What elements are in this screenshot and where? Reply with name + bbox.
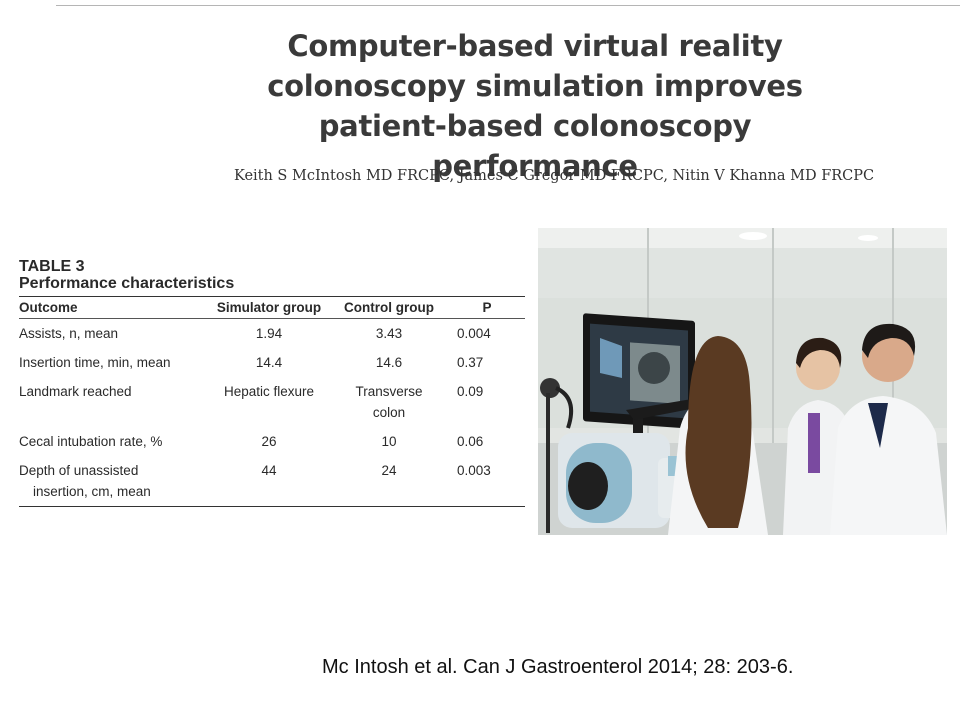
cell-line: 14.4 [255, 355, 283, 370]
cell-line: 24 [381, 463, 397, 478]
cell-outcome: Assists, n, mean [19, 319, 209, 349]
cell-control: 14.6 [329, 348, 449, 377]
title-line: patient-based colonoscopy performance [318, 109, 752, 183]
cell-outcome: Insertion time, min, mean [19, 348, 209, 377]
cell-line: insertion, cm, mean [33, 484, 151, 499]
cell-line: 14.6 [375, 355, 403, 370]
title-line: Computer-based virtual reality [287, 29, 783, 63]
cell-outcome: Depth of unassisted insertion, cm, mean [19, 456, 209, 507]
header-outcome: Outcome [19, 296, 209, 319]
cell-line: 3.43 [375, 326, 403, 341]
top-rule [56, 5, 960, 6]
photo-illustration [538, 228, 947, 535]
results-table-block: TABLE 3 Performance characteristics Outc… [19, 258, 525, 507]
header-control: Control group [329, 296, 449, 319]
cell-line: Transverse [355, 384, 423, 399]
cell-p-value: 0.06 [457, 434, 484, 449]
table-row: Cecal intubation rate, % 26 10 0.06 [19, 427, 525, 456]
cell-line: 44 [261, 463, 277, 478]
cell-line: 10 [381, 434, 397, 449]
cell-line: Cecal intubation rate, % [19, 434, 163, 449]
cell-simulator: 26 [209, 427, 329, 456]
cell-simulator: 1.94 [209, 319, 329, 349]
citation: Mc Intosh et al. Can J Gastroenterol 201… [322, 656, 794, 678]
cell-control: 3.43 [329, 319, 449, 349]
paper-title: Computer-based virtual reality colonosco… [230, 26, 840, 186]
cell-line: colon [372, 405, 406, 420]
cell-control: 24 [329, 456, 449, 507]
table-label: TABLE 3 [19, 258, 85, 275]
cell-p-value: 0.003 [457, 463, 491, 478]
cell-outcome: Landmark reached [19, 377, 209, 427]
cell-outcome: Cecal intubation rate, % [19, 427, 209, 456]
table-caption: Performance characteristics [19, 275, 235, 292]
table-row: Landmark reached Hepatic flexure Transvers… [19, 377, 525, 427]
cell-p-value: 0.004 [457, 326, 491, 341]
table-header-row: Outcome Simulator group Control group P [19, 296, 525, 319]
paper-authors: Keith S McIntosh MD FRCPC, James C Grego… [234, 168, 875, 184]
title-line: colonoscopy simulation improves [267, 69, 803, 103]
cell-line: 1.94 [255, 326, 283, 341]
cell-control: 10 [329, 427, 449, 456]
cell-simulator: 14.4 [209, 348, 329, 377]
header-p: P [449, 296, 525, 319]
table-row: Assists, n, mean 1.94 3.43 0.004 [19, 319, 525, 349]
cell-p-value: 0.09 [457, 384, 484, 399]
cell-line: Depth of unassisted [19, 463, 139, 478]
performance-table: Outcome Simulator group Control group P … [19, 296, 525, 507]
table-row: Depth of unassisted insertion, cm, mean 44… [19, 456, 525, 507]
cell-line: Landmark reached [19, 384, 132, 399]
cell-line: Assists, n, mean [19, 326, 119, 341]
header-simulator: Simulator group [209, 296, 329, 319]
cell-p-value: 0.37 [457, 355, 484, 370]
cell-line: Hepatic flexure [223, 384, 315, 399]
cell-line: 26 [261, 434, 277, 449]
simulator-training-photo [538, 228, 947, 535]
cell-simulator: 44 [209, 456, 329, 507]
cell-control: Transverse colon [329, 377, 449, 427]
cell-simulator: Hepatic flexure [209, 377, 329, 427]
table-row: Insertion time, min, mean 14.4 14.6 0.37 [19, 348, 525, 377]
cell-line: Insertion time, min, mean [19, 355, 171, 370]
